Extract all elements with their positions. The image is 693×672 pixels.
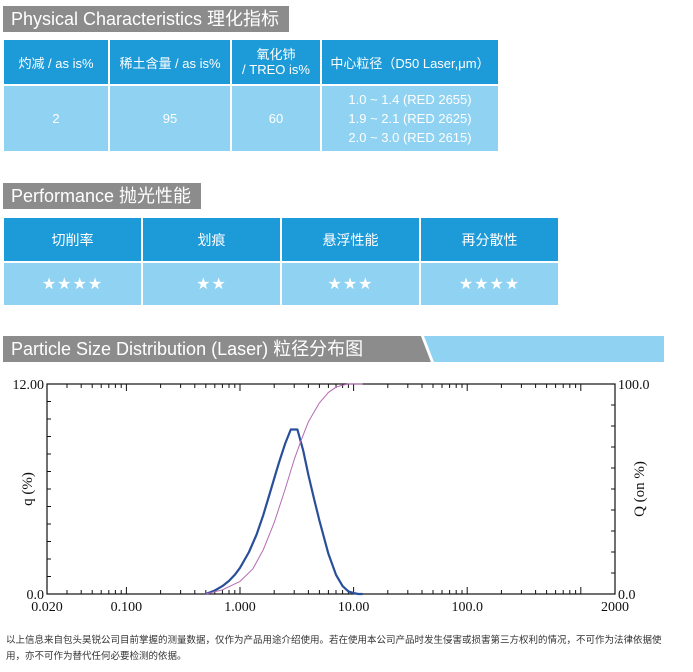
physical-value-row: 2 95 60 1.0 ~ 1.4 (RED 2655) 1.9 ~ 2.1 (… — [4, 86, 498, 151]
x-tick-label: 2000 — [601, 600, 629, 615]
header-suspension: 悬浮性能 — [282, 218, 419, 261]
value-loss-on-ignition: 2 — [4, 86, 108, 151]
y-left-tick-label: 0.0 — [27, 588, 45, 603]
distribution-section-title: Particle Size Distribution (Laser) 粒径分布图 — [3, 336, 664, 362]
performance-header-row: 切削率 划痕 悬浮性能 再分散性 — [4, 218, 558, 261]
header-treo: 稀土含量 / as is% — [110, 40, 230, 84]
value-d50: 1.0 ~ 1.4 (RED 2655) 1.9 ~ 2.1 (RED 2625… — [322, 86, 498, 151]
banner-grey — [3, 336, 431, 362]
value-treo: 95 — [110, 86, 230, 151]
distribution-title-text: Particle Size Distribution (Laser) 粒径分布图 — [11, 339, 364, 359]
header-scratch: 划痕 — [143, 218, 280, 261]
y-right-tick-label: 0.0 — [618, 588, 636, 603]
frequency-q-line — [205, 428, 363, 596]
performance-table: 切削率 划痕 悬浮性能 再分散性 ★★★★ ★★ ★★★ ★★★★ — [2, 216, 560, 307]
rating-suspension: ★★★ — [282, 263, 419, 305]
header-d50: 中心粒径（D50 Laser,μm） — [322, 40, 498, 84]
y-left-tick-label: 12.00 — [13, 378, 45, 393]
rating-redispersion: ★★★★ — [421, 263, 558, 305]
particle-size-chart: 0.020 0.100 1.000 10.00 100.0 20000.012.000.0… — [13, 378, 650, 615]
x-tick-label: 10.00 — [338, 600, 370, 615]
d50-line: 1.0 ~ 1.4 (RED 2655) — [348, 92, 472, 107]
physical-table: 灼减 / as is% 稀土含量 / as is% 氧化铈 / TREO is%… — [2, 38, 500, 153]
plot-area: 0.020 0.100 1.000 10.00 100.0 20000.012.000.0… — [13, 378, 650, 615]
value-ceo2: 60 — [232, 86, 320, 151]
cumulative-Q-line — [205, 383, 363, 595]
header-cutting-rate: 切削率 — [4, 218, 141, 261]
x-tick-label: 0.100 — [111, 600, 143, 615]
physical-header-row: 灼减 / as is% 稀土含量 / as is% 氧化铈 / TREO is%… — [4, 40, 498, 84]
y-right-axis-title: Q (on %) — [632, 461, 648, 517]
x-tick-label: 0.020 — [31, 600, 63, 615]
title-banner — [3, 336, 664, 362]
d50-line: 2.0 ~ 3.0 (RED 2615) — [348, 130, 472, 145]
performance-section-title: Performance 抛光性能 — [3, 183, 202, 209]
x-tick-label: 100.0 — [451, 600, 483, 615]
header-ceo2: 氧化铈 / TREO is% — [232, 40, 320, 84]
rating-cutting-rate: ★★★★ — [4, 263, 141, 305]
y-left-axis-title: q (%) — [20, 472, 36, 506]
physical-section-title: Physical Characteristics 理化指标 — [3, 6, 290, 32]
d50-line: 1.9 ~ 2.1 (RED 2625) — [348, 111, 472, 126]
header-redispersion: 再分散性 — [421, 218, 558, 261]
header-loss-on-ignition: 灼减 / as is% — [4, 40, 108, 84]
disclaimer-note: 以上信息来自包头昊锐公司目前掌握的测量数据，仅作为产品用途介绍使用。若在使用本公… — [6, 635, 662, 662]
y-right-tick-label: 100.0 — [618, 378, 650, 393]
banner-divider — [421, 336, 434, 362]
performance-rating-row: ★★★★ ★★ ★★★ ★★★★ — [4, 263, 558, 305]
rating-scratch: ★★ — [143, 263, 280, 305]
x-tick-label: 1.000 — [224, 600, 256, 615]
